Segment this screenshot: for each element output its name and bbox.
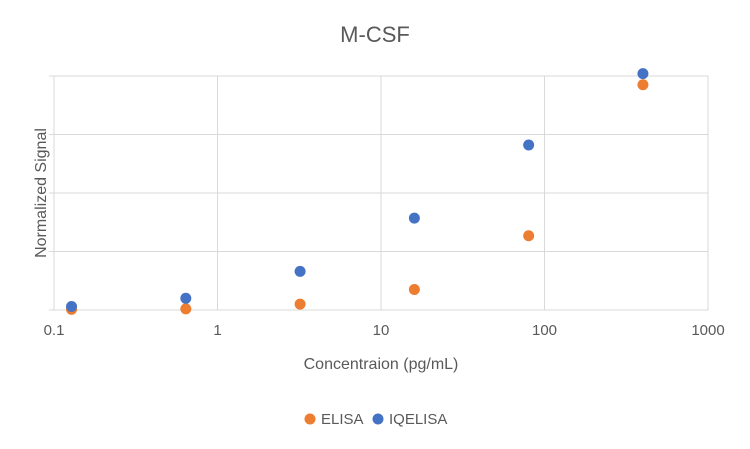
data-point-elisa — [523, 230, 535, 242]
chart-title: M-CSF — [340, 22, 410, 47]
x-tick-label: 1000 — [691, 322, 724, 339]
data-point-elisa — [294, 298, 306, 310]
legend-label: ELISA — [321, 411, 364, 428]
legend: ELISA IQELISA — [304, 411, 447, 428]
x-axis-label: Concentraion (pg/mL) — [304, 356, 459, 373]
plot-frame — [53, 75, 709, 311]
x-tick-labels: 0.1 1 10 100 1000 — [44, 322, 725, 339]
x-tick-label: 0.1 — [44, 322, 65, 339]
data-point-iqelisa — [637, 68, 649, 80]
data-point-elisa — [408, 284, 420, 296]
data-point-elisa — [637, 79, 649, 91]
legend-marker — [304, 413, 316, 425]
data-point-iqelisa — [523, 139, 535, 151]
x-tick-label: 1 — [213, 322, 221, 339]
data-point-iqelisa — [408, 212, 420, 224]
y-axis-label: Normalized Signal — [33, 128, 50, 258]
data-points — [66, 68, 649, 315]
data-point-iqelisa — [180, 292, 192, 304]
gridlines — [49, 75, 709, 311]
legend-marker — [372, 413, 384, 425]
data-point-elisa — [180, 303, 192, 315]
x-tick-label: 100 — [532, 322, 557, 339]
data-point-iqelisa — [294, 265, 306, 277]
legend-label: IQELISA — [389, 411, 447, 428]
x-tick-label: 10 — [373, 322, 390, 339]
data-point-iqelisa — [66, 300, 78, 312]
